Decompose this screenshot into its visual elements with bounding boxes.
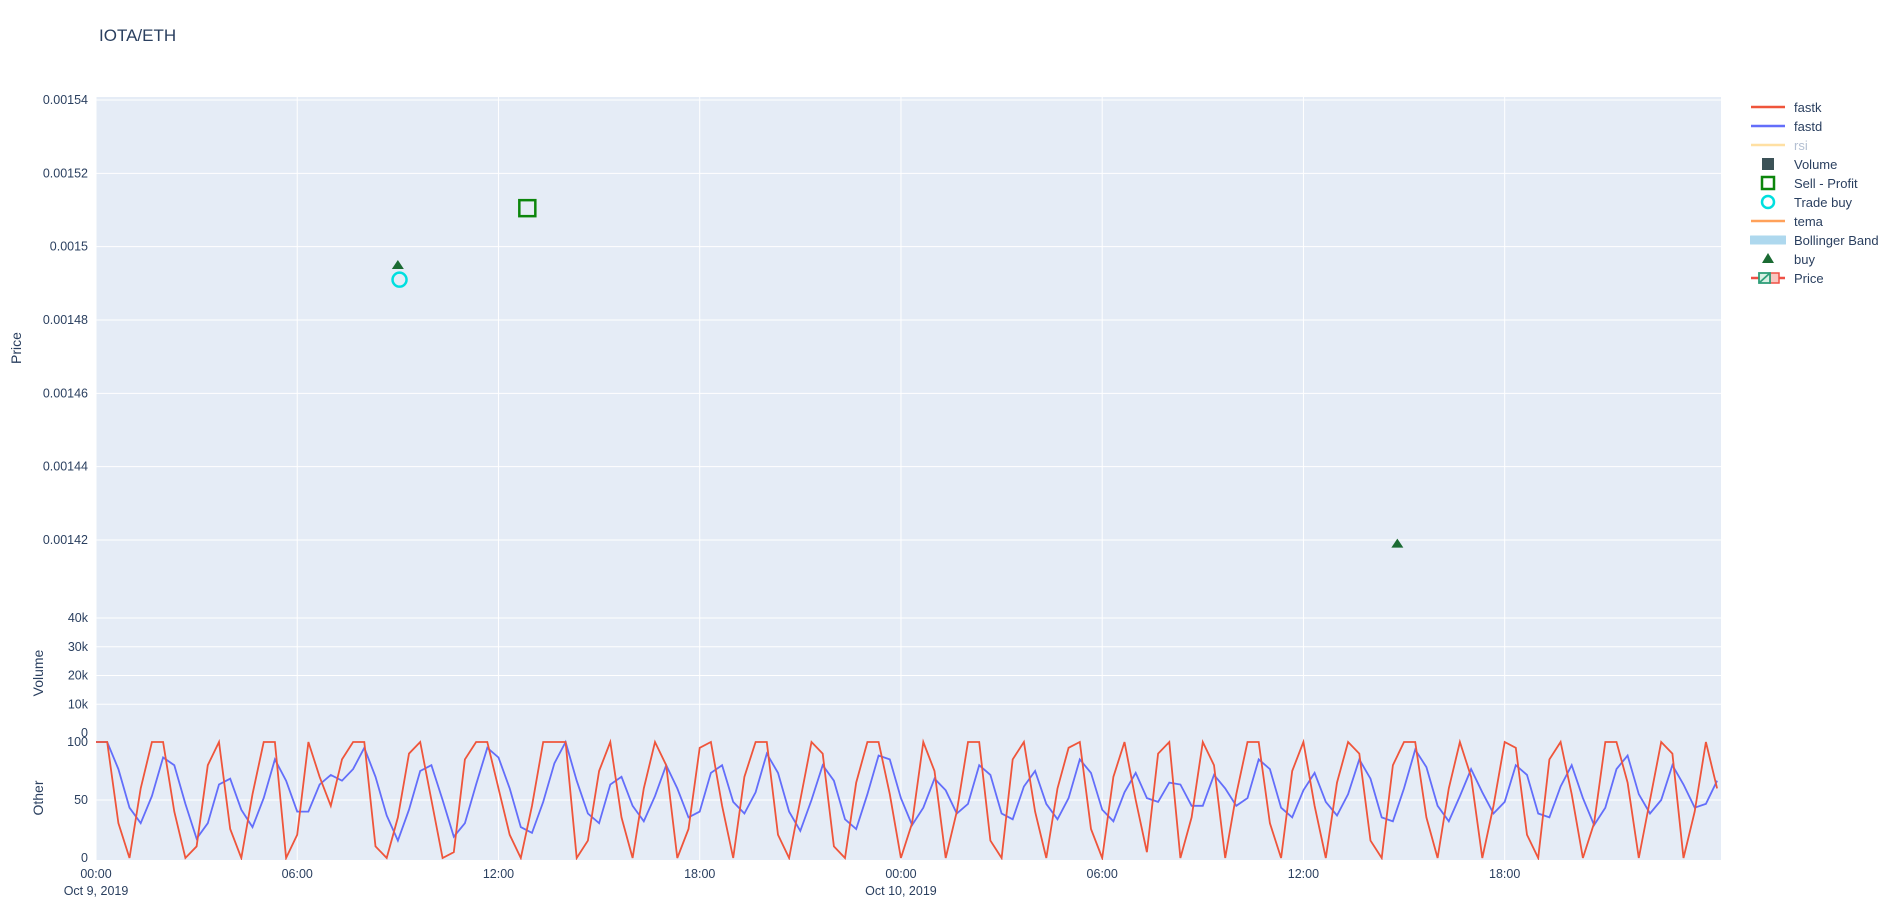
- x-tick-label: 18:00: [684, 867, 715, 881]
- line-legend-icon: [1751, 124, 1785, 128]
- legend-item-label: buy: [1794, 251, 1815, 267]
- legend-item-label: Bollinger Band: [1794, 232, 1879, 248]
- price-tick-label: 0.0015: [50, 240, 88, 254]
- price-tick-label: 0.00148: [43, 313, 88, 327]
- x-tick-label: 00:00: [80, 867, 111, 881]
- legend: fastk fastd rsi Volume Sell - Profit Trade bu…: [1750, 99, 1879, 286]
- price-tick-label: 0.00144: [43, 460, 88, 474]
- square-fill-legend-icon: [1762, 158, 1774, 170]
- x-tick-label: 12:00: [1288, 867, 1319, 881]
- price-tick-label: 0.00146: [43, 386, 88, 400]
- legend-item-bollinger-band[interactable]: Bollinger Band: [1750, 232, 1879, 248]
- legend-item-volume[interactable]: Volume: [1750, 156, 1879, 172]
- plot-background: [96, 97, 1721, 860]
- x-tick-label: 00:00: [885, 867, 916, 881]
- legend-item-label: rsi: [1794, 137, 1808, 153]
- legend-item-price[interactable]: Price: [1750, 270, 1879, 286]
- legend-item-trade-buy[interactable]: Trade buy: [1750, 194, 1879, 210]
- x-tick-label: 06:00: [282, 867, 313, 881]
- legend-item-label: Trade buy: [1794, 194, 1853, 210]
- x-tick-label: 06:00: [1087, 867, 1118, 881]
- circle-open-legend-icon: [1760, 194, 1776, 210]
- x-tick-label: 18:00: [1489, 867, 1520, 881]
- legend-item-label: Sell - Profit: [1794, 175, 1858, 191]
- volume-tick-label: 30k: [68, 640, 89, 654]
- line-legend-icon: [1751, 143, 1785, 147]
- legend-item-label: Price: [1794, 270, 1824, 286]
- volume-tick-label: 0: [81, 726, 88, 740]
- other-tick-label: 100: [67, 735, 88, 749]
- x-date-label: Oct 10, 2019: [865, 884, 937, 898]
- sell-profit-marker: [518, 198, 537, 218]
- line-legend-icon: [1751, 219, 1785, 223]
- x-tick-label: 12:00: [483, 867, 514, 881]
- grid-group: [95, 97, 1721, 860]
- legend-item-buy[interactable]: buy: [1750, 251, 1879, 267]
- legend-item-label: fastd: [1794, 118, 1823, 134]
- price-tick-label: 0.00154: [43, 93, 88, 107]
- price-tick-label: 0.00142: [43, 533, 88, 547]
- line-legend-icon: [1751, 105, 1785, 109]
- legend-item-rsi[interactable]: rsi: [1750, 137, 1879, 153]
- volume-tick-label: 20k: [68, 669, 89, 683]
- legend-item-label: fastk: [1794, 99, 1822, 115]
- legend-item-tema[interactable]: tema: [1750, 213, 1879, 229]
- legend-item-fastk[interactable]: fastk: [1750, 99, 1879, 115]
- candle-legend-icon: [1751, 272, 1785, 284]
- legend-item-fastd[interactable]: fastd: [1750, 118, 1879, 134]
- legend-item-label: Volume: [1794, 156, 1838, 172]
- triangle-legend-icon: [1762, 253, 1774, 263]
- other-tick-label: 0: [81, 851, 88, 865]
- buy-marker: [391, 259, 404, 269]
- fastk-line: [96, 738, 1718, 860]
- x-date-label: Oct 9, 2019: [64, 884, 129, 898]
- price-tick-label: 0.00152: [43, 166, 88, 180]
- band-legend-icon: [1750, 235, 1786, 245]
- chart-title: IOTA/ETH: [99, 26, 177, 45]
- other-tick-label: 50: [74, 793, 88, 807]
- legend-item-label: tema: [1794, 213, 1823, 229]
- volume-tick-label: 10k: [68, 697, 89, 711]
- volume-tick-label: 40k: [68, 611, 89, 625]
- legend-item-sell-profit[interactable]: Sell - Profit: [1750, 175, 1879, 191]
- square-open-legend-icon: [1760, 175, 1776, 191]
- buy-marker: [1391, 538, 1404, 548]
- trade-buy-marker: [391, 271, 408, 288]
